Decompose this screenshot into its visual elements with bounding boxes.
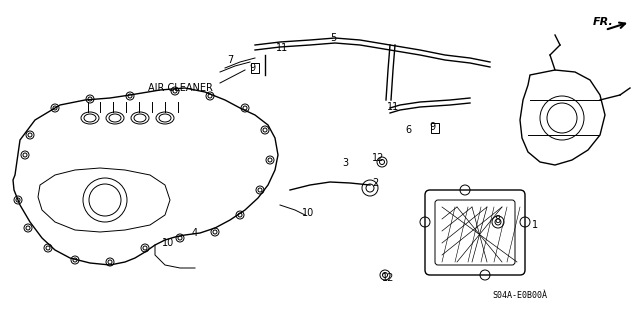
Text: S04A-E0B00À: S04A-E0B00À [493, 291, 547, 300]
Text: 12: 12 [382, 273, 394, 283]
Text: 10: 10 [162, 238, 174, 248]
Bar [431, 123, 439, 133]
Text: 11: 11 [387, 102, 399, 112]
Text: 3: 3 [342, 158, 348, 168]
Text: 8: 8 [494, 215, 500, 225]
Text: 7: 7 [227, 55, 233, 65]
Text: 2: 2 [372, 178, 378, 188]
Text: FR.: FR. [593, 17, 614, 27]
Text: 1: 1 [532, 220, 538, 230]
Text: 5: 5 [330, 33, 336, 43]
Text: 4: 4 [192, 228, 198, 238]
Text: 12: 12 [372, 153, 384, 163]
Text: AIR CLEANER: AIR CLEANER [148, 83, 213, 93]
Text: 6: 6 [405, 125, 411, 135]
Bar [251, 63, 259, 73]
Text: 10: 10 [302, 208, 314, 218]
Text: 9: 9 [429, 122, 435, 132]
Text: 9: 9 [249, 63, 255, 73]
Text: 11: 11 [276, 43, 288, 53]
